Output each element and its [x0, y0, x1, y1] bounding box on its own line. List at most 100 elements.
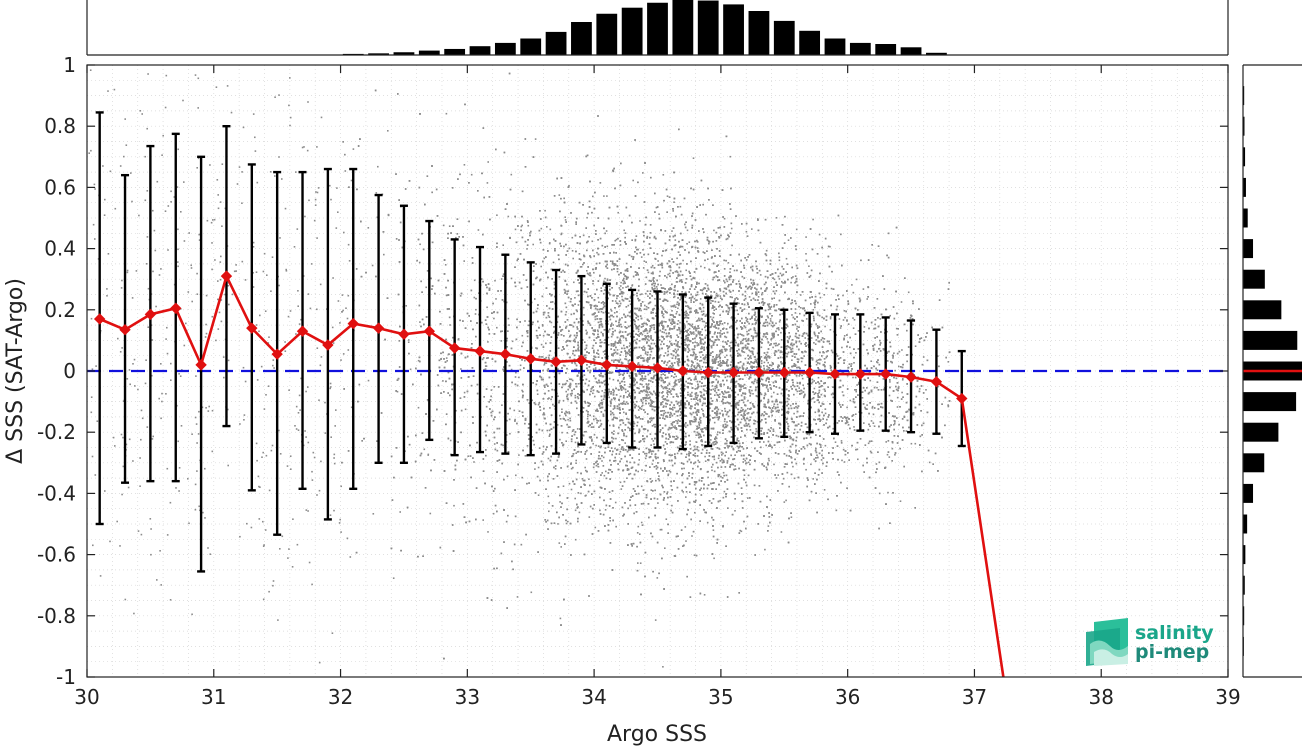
scatter-point: [655, 468, 658, 470]
scatter-point: [693, 420, 695, 423]
scatter-point: [748, 296, 751, 298]
scatter-point: [734, 435, 736, 437]
scatter-point: [584, 402, 587, 404]
scatter-point: [535, 347, 537, 349]
scatter-point: [790, 516, 793, 518]
scatter-point: [641, 383, 643, 386]
scatter-point: [751, 441, 753, 444]
scatter-point: [803, 355, 805, 357]
scatter-point: [604, 509, 607, 511]
scatter-point: [407, 341, 410, 343]
scatter-point: [604, 286, 607, 289]
scatter-point: [586, 272, 589, 275]
scatter-point: [841, 459, 843, 462]
scatter-point: [839, 327, 842, 329]
scatter-point: [676, 342, 679, 345]
scatter-point: [704, 460, 707, 462]
scatter-point: [666, 195, 669, 197]
scatter-point: [569, 386, 571, 389]
scatter-point: [583, 431, 586, 433]
scatter-point: [674, 425, 676, 427]
scatter-point: [805, 351, 807, 353]
scatter-point: [576, 310, 578, 313]
scatter-point: [540, 356, 543, 358]
top-histogram-bar: [393, 52, 415, 55]
scatter-point: [656, 498, 659, 500]
scatter-point: [623, 344, 625, 347]
scatter-point: [756, 358, 759, 360]
scatter-point: [745, 230, 748, 233]
scatter-point: [676, 420, 679, 423]
scatter-point: [853, 362, 855, 364]
scatter-point: [721, 348, 723, 351]
scatter-point: [767, 376, 769, 379]
scatter-point: [616, 295, 618, 297]
scatter-point: [574, 394, 577, 397]
scatter-point: [829, 317, 832, 320]
scatter-point: [805, 253, 807, 255]
scatter-point: [810, 453, 812, 455]
scatter-point: [690, 365, 693, 368]
scatter-point: [795, 228, 798, 231]
scatter-point: [455, 236, 457, 239]
scatter-point: [700, 428, 702, 431]
scatter-point: [446, 360, 448, 362]
scatter-point: [885, 441, 887, 443]
scatter-point: [876, 350, 878, 353]
scatter-point: [820, 419, 822, 421]
scatter-point: [888, 394, 891, 397]
scatter-point: [379, 61, 381, 63]
scatter-point: [703, 266, 706, 269]
scatter-point: [910, 442, 913, 445]
scatter-point: [442, 224, 445, 227]
scatter-point: [559, 414, 561, 417]
scatter-point: [492, 512, 495, 515]
scatter-point: [367, 227, 370, 229]
scatter-point: [715, 391, 718, 394]
scatter-point: [592, 282, 594, 285]
scatter-point: [500, 278, 503, 280]
scatter-point: [642, 325, 644, 327]
scatter-point: [816, 454, 818, 456]
scatter-point: [746, 347, 749, 350]
scatter-point: [644, 351, 647, 353]
scatter-point: [699, 334, 701, 336]
scatter-point: [865, 320, 867, 323]
scatter-point: [815, 363, 818, 366]
scatter-point: [692, 354, 695, 356]
scatter-point: [818, 443, 821, 445]
scatter-point: [675, 420, 677, 422]
scatter-point: [872, 413, 875, 416]
scatter-point: [586, 270, 588, 272]
scatter-point: [521, 389, 523, 392]
scatter-point: [697, 343, 700, 345]
scatter-point: [853, 426, 855, 428]
scatter-point: [855, 413, 857, 415]
scatter-point: [392, 577, 395, 579]
scatter-point: [725, 354, 728, 357]
scatter-point: [375, 192, 378, 194]
scatter-point: [596, 315, 598, 317]
scatter-point: [723, 217, 726, 220]
scatter-point: [780, 350, 782, 352]
scatter-point: [879, 318, 882, 320]
scatter-point: [747, 399, 749, 402]
scatter-point: [667, 393, 669, 396]
scatter-point: [737, 447, 740, 449]
scatter-point: [691, 332, 694, 334]
scatter-point: [654, 392, 657, 395]
scatter-point: [844, 316, 846, 319]
scatter-point: [773, 405, 775, 408]
scatter-point: [616, 270, 619, 273]
scatter-point: [696, 320, 698, 322]
scatter-point: [565, 311, 568, 313]
scatter-point: [722, 392, 724, 394]
scatter-point: [670, 485, 673, 487]
scatter-point: [680, 297, 682, 300]
scatter-point: [687, 334, 690, 337]
scatter-point: [600, 287, 602, 289]
scatter-point: [589, 324, 592, 326]
scatter-point: [712, 278, 714, 281]
scatter-point: [743, 308, 746, 310]
scatter-point: [772, 346, 774, 349]
